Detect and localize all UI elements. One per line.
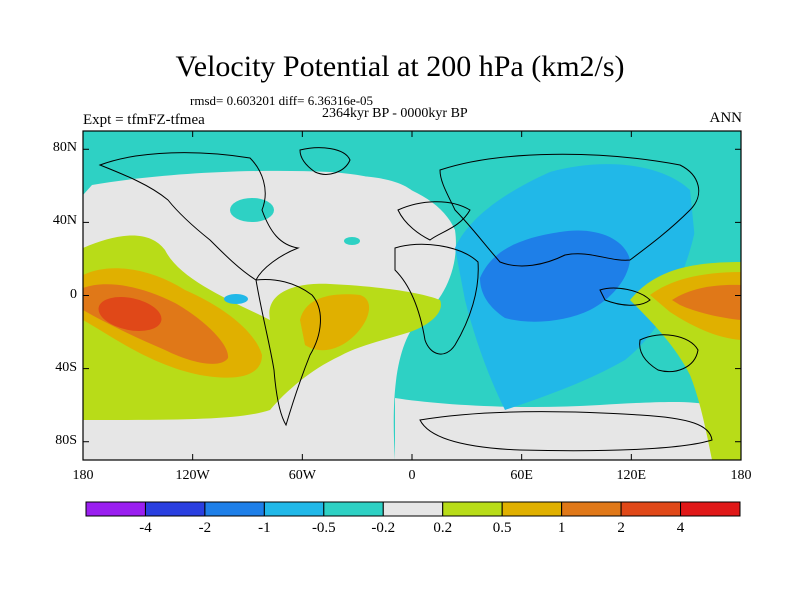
colorbar-label: 0.5	[492, 520, 512, 536]
field-region-asia-negative-core	[480, 230, 630, 322]
colorbar-swatch-8	[561, 501, 622, 517]
x-tick-label: 60E	[510, 468, 533, 483]
x-tick-label: 60W	[288, 468, 316, 483]
x-tick-label: 0	[408, 468, 416, 483]
colorbar-label: 0.2	[433, 520, 453, 536]
y-tick-label: 0	[70, 286, 77, 302]
experiment-label: Expt = tfmFZ-tfmea	[83, 112, 205, 128]
coastline-9	[419, 411, 713, 452]
y-tick-label: 40S	[55, 359, 77, 375]
chart-title: Velocity Potential at 200 hPa (km2/s)	[175, 50, 625, 83]
coastline-4	[397, 201, 471, 241]
colorbar-swatch-5	[382, 501, 444, 517]
field-region-eastern-pacific-maximum	[98, 296, 162, 332]
colorbar-swatch-0	[85, 501, 146, 517]
colorbar-label: 4	[676, 520, 685, 536]
colorbar-label: 1	[557, 520, 566, 536]
field-layer	[83, 131, 741, 460]
stats-line: rmsd= 0.603201 diff= 6.36316e-05	[190, 93, 374, 108]
coastline-2	[255, 279, 321, 427]
x-tick-label: 180	[730, 468, 752, 483]
field-region-atlantic-negative	[344, 237, 360, 245]
colorbar-swatch-7	[501, 501, 563, 517]
coastline-3	[299, 147, 351, 175]
colorbar-label: -4	[139, 520, 152, 536]
field-region-north-america-neutral	[312, 176, 420, 229]
coastline-8	[599, 287, 651, 306]
colorbar-swatch-10	[680, 501, 741, 517]
x-tick-label: 120E	[616, 468, 647, 483]
field-region-west-pacific-positive-3	[672, 284, 741, 320]
field-region-pacific-negative	[224, 294, 248, 304]
field-region-east-asia-neutral	[690, 188, 741, 261]
colorbar-swatch-4	[323, 501, 384, 517]
colorbar-label: -0.5	[311, 520, 336, 536]
y-tick-label: 40N	[52, 213, 77, 229]
x-tick-label: 180	[72, 468, 94, 483]
field-region-atlantic-positive-2	[300, 294, 370, 351]
colorbar-swatch-1	[144, 501, 206, 517]
period-line: 2364kyr BP - 0000kyr BP	[322, 106, 468, 121]
colorbar-swatch-3	[263, 501, 325, 517]
field-region-hudson-negative	[230, 198, 274, 222]
coastline-6	[439, 153, 700, 267]
colorbar-swatch-2	[204, 501, 265, 517]
coastline-1	[98, 152, 300, 281]
x-tick-label: 120W	[175, 468, 210, 483]
colorbar-label: 2	[617, 520, 625, 536]
y-tick-label: 80N	[52, 140, 77, 156]
colorbar-label: -1	[258, 520, 271, 536]
colorbar-label: -2	[198, 520, 212, 536]
y-tick-label: 80S	[55, 432, 77, 448]
colorbar-label: -0.2	[371, 520, 396, 536]
coastline-7	[639, 334, 699, 373]
season-label: ANN	[709, 110, 743, 126]
colorbar-swatch-9	[620, 501, 682, 517]
colorbar-swatch-6	[442, 501, 503, 517]
coastline-5	[394, 243, 479, 355]
